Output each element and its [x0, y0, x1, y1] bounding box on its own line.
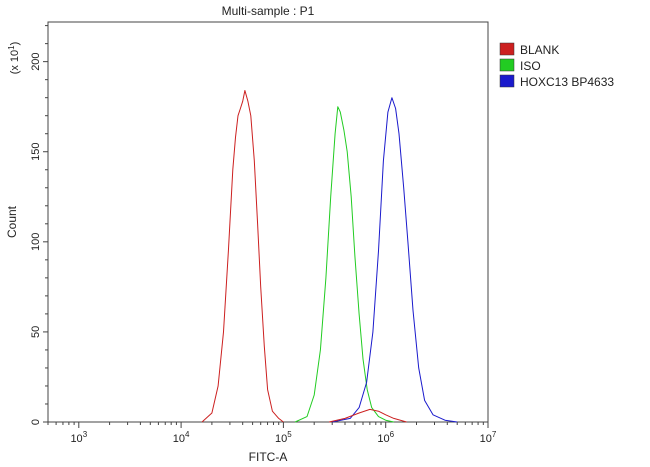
x-tick-label: 103 [70, 430, 87, 445]
legend-label: ISO [520, 59, 541, 73]
plot-frame [47, 21, 489, 423]
y-tick-label: 50 [30, 326, 42, 338]
x-tick-label: 104 [173, 430, 190, 445]
y-tick-label: 100 [30, 233, 42, 251]
series-line-3 [332, 97, 458, 423]
y-tick-label: 200 [30, 52, 42, 70]
svg-text:(x 101): (x 101) [7, 42, 21, 75]
legend-swatch [499, 58, 515, 72]
legend-swatch [499, 74, 515, 88]
series-line-extra [328, 408, 407, 423]
y-multiplier-label: (x 101) [7, 42, 21, 75]
x-tick-label: 107 [480, 430, 497, 445]
plot-lines [201, 90, 458, 423]
x-axis-label: FITC-A [249, 450, 288, 464]
y-tick-label: 0 [30, 419, 42, 425]
x-tick-label: 105 [275, 430, 292, 445]
series-line-1 [201, 90, 284, 423]
series-line-2 [294, 106, 394, 423]
y-axis: 0 50 100 150 200 [30, 25, 48, 425]
x-axis: 103 104 105 106 107 [47, 422, 497, 445]
y-axis-label: Count [5, 205, 19, 238]
legend-swatch [499, 42, 515, 56]
chart-title: Multi-sample : P1 [222, 4, 315, 18]
y-tick-label: 150 [30, 143, 42, 161]
x-tick-label: 106 [377, 430, 394, 445]
legend: BLANK ISO HOXC13 BP4633 [499, 42, 614, 89]
legend-label: BLANK [520, 43, 559, 57]
legend-label: HOXC13 BP4633 [520, 75, 614, 89]
